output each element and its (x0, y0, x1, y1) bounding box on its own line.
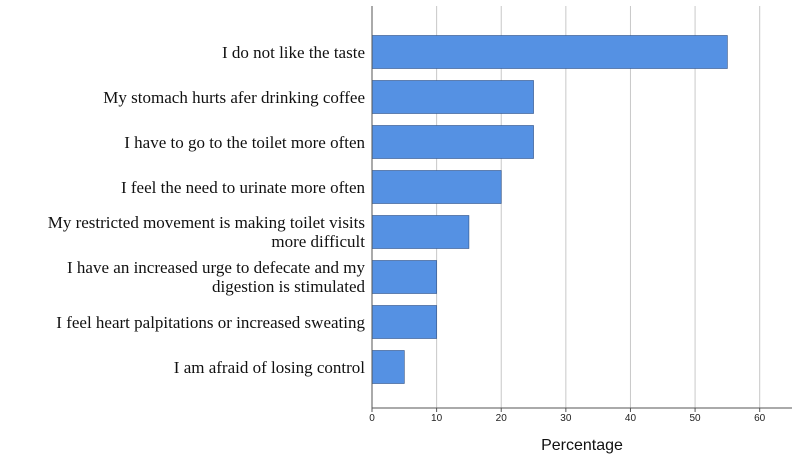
x-axis-title: Percentage (541, 437, 623, 454)
category-label-7: I feel heart palpitations or increased s… (56, 312, 365, 332)
bar-7 (371, 305, 437, 339)
bar-2 (371, 80, 534, 114)
x-tick-label-40: 40 (624, 413, 637, 424)
x-tick-label-60: 60 (754, 413, 766, 424)
category-label-4: I feel the need to urinate more often (120, 177, 365, 197)
bar-8 (371, 350, 405, 384)
bar-6 (371, 260, 437, 294)
category-label-8: I am afraid of losing control (173, 357, 365, 377)
bar-4 (371, 170, 502, 204)
x-tick-label-20: 20 (495, 413, 507, 424)
grid-lines (436, 6, 761, 408)
x-tick-label-10: 10 (431, 413, 443, 424)
category-label-1: I do not like the taste (221, 42, 365, 62)
bar-3 (371, 125, 534, 159)
category-label-3: I have to go to the toilet more often (124, 132, 365, 152)
category-label-5: My restricted movement is making toilet … (47, 213, 365, 251)
bar-5 (371, 215, 470, 249)
category-label-6: I have an increased urge to defecate and… (67, 258, 365, 296)
x-tick-label-0: 0 (369, 413, 375, 424)
x-tick-label-30: 30 (560, 413, 572, 424)
bar-1 (371, 35, 728, 69)
x-tick-label-50: 50 (689, 413, 701, 424)
category-label-2: My stomach hurts afer drinking coffee (103, 87, 365, 107)
bars (371, 35, 728, 384)
axes (371, 6, 792, 412)
